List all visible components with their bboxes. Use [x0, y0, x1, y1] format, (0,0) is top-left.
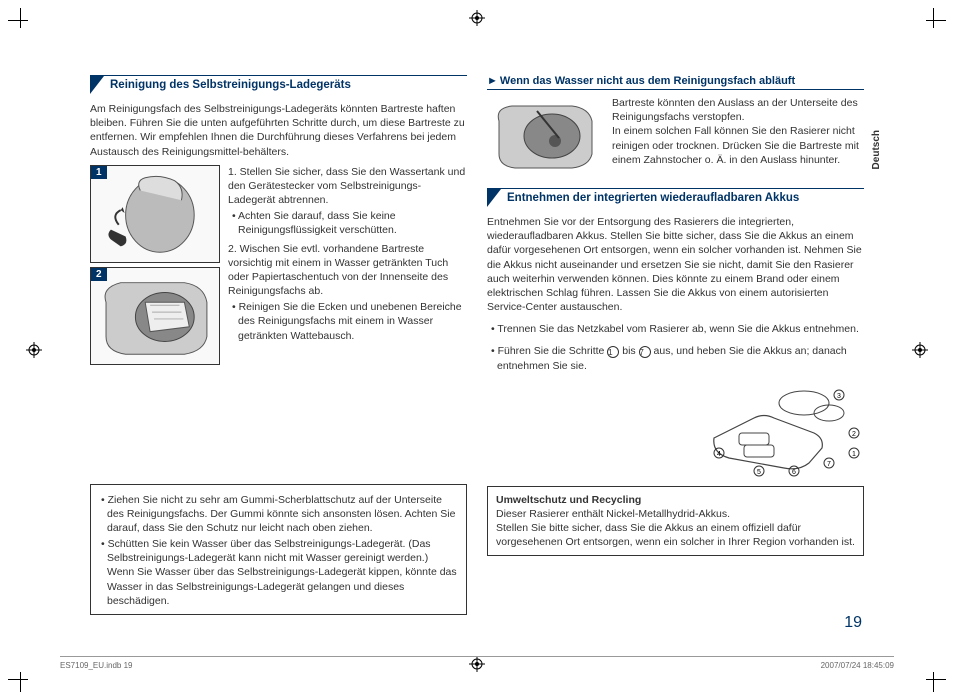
footer: ES7109_EU.indb 19 2007/07/24 18:45:09 [60, 656, 894, 670]
page-content: Reinigung des Selbstreinigungs-Ladegerät… [90, 75, 864, 615]
warning-box: Ziehen Sie nicht zu sehr am Gummi-Scherb… [90, 484, 467, 615]
figure-number: 2 [91, 268, 107, 281]
registration-mark [912, 342, 928, 358]
svg-text:4: 4 [717, 451, 721, 458]
circled-1: 1 [607, 346, 619, 358]
svg-text:7: 7 [827, 461, 831, 468]
crop-mark [8, 672, 28, 692]
subsection-header-water: Wenn das Wasser nicht aus dem Reinigungs… [487, 75, 864, 90]
env-title: Umweltschutz und Recycling [496, 493, 855, 507]
language-tab: Deutsch [871, 130, 882, 169]
registration-mark [26, 342, 42, 358]
battery-bullet-1: Trennen Sie das Netzkabel vom Rasierer a… [487, 322, 864, 336]
svg-text:6: 6 [792, 469, 796, 476]
steps-row: 1 2 1. Stellen Sie sicher, dass Sie den … [90, 165, 467, 365]
section-header-cleaning: Reinigung des Selbstreinigungs-Ladegerät… [90, 75, 467, 94]
battery-bullet-2: Führen Sie die Schritte 1 bis 7 aus, und… [487, 344, 864, 372]
figure-2: 2 [90, 267, 220, 365]
figure-number: 1 [91, 166, 107, 179]
battery-intro: Entnehmen Sie vor der Entsorgung des Ras… [487, 215, 864, 314]
water-row: Bartreste könnten den Auslass an der Unt… [487, 96, 864, 176]
step-2-sub: Reinigen Sie die Ecken und unebenen Bere… [228, 300, 467, 343]
crop-mark [8, 8, 28, 28]
right-column: Wenn das Wasser nicht aus dem Reinigungs… [487, 75, 864, 615]
page-number: 19 [844, 614, 862, 632]
figure-battery: 4 5 6 7 1 2 3 [684, 383, 864, 478]
steps-text: 1. Stellen Sie sicher, dass Sie den Wass… [228, 165, 467, 365]
step-1: 1. Stellen Sie sicher, dass Sie den Wass… [228, 165, 467, 238]
step-1-sub: Achten Sie darauf, dass Sie keine Reinig… [228, 209, 467, 237]
registration-mark [469, 10, 485, 26]
left-column: Reinigung des Selbstreinigungs-Ladegerät… [90, 75, 467, 615]
water-text: Bartreste könnten den Auslass an der Unt… [612, 96, 864, 176]
svg-text:5: 5 [757, 469, 761, 476]
svg-text:2: 2 [852, 431, 856, 438]
crop-mark [926, 672, 946, 692]
svg-text:3: 3 [837, 393, 841, 400]
step-2: 2. Wischen Sie evtl. vorhandene Bartrest… [228, 242, 467, 343]
intro-text: Am Reinigungsfach des Selbstreinigungs-L… [90, 102, 467, 159]
environment-box: Umweltschutz und Recycling Dieser Rasier… [487, 486, 864, 557]
figures-column: 1 2 [90, 165, 220, 365]
crop-mark [926, 8, 946, 28]
section-header-battery: Entnehmen der integrierten wiederaufladb… [487, 188, 864, 207]
env-text: Dieser Rasierer enthält Nickel-Metallhyd… [496, 507, 855, 550]
footer-filename: ES7109_EU.indb 19 [60, 661, 133, 670]
figure-1: 1 [90, 165, 220, 263]
circled-7: 7 [639, 346, 651, 358]
warning-1: Ziehen Sie nicht zu sehr am Gummi-Scherb… [99, 493, 458, 536]
svg-text:1: 1 [852, 451, 856, 458]
warning-2: Schütten Sie kein Wasser über das Selbst… [99, 537, 458, 608]
figure-water [487, 96, 602, 176]
footer-timestamp: 2007/07/24 18:45:09 [821, 661, 894, 670]
